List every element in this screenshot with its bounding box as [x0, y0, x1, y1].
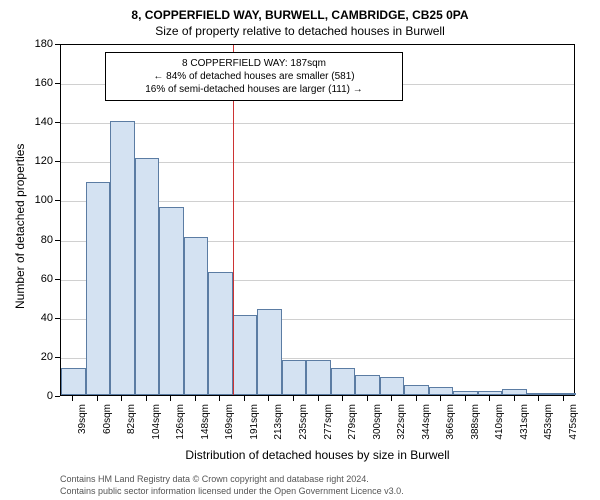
histogram-bar	[306, 360, 331, 395]
y-tick-mark	[55, 161, 60, 162]
histogram-bar	[159, 207, 184, 395]
x-tick-label: 148sqm	[200, 404, 211, 454]
y-tick-label: 160	[25, 77, 53, 89]
annotation-line: 16% of semi-detached houses are larger (…	[114, 83, 394, 96]
histogram-bar	[551, 393, 576, 395]
annotation-line: 8 COPPERFIELD WAY: 187sqm	[114, 57, 394, 70]
histogram-bar	[331, 368, 356, 395]
y-tick-mark	[55, 200, 60, 201]
histogram-bar	[233, 315, 258, 395]
y-tick-label: 80	[25, 234, 53, 246]
y-tick-label: 0	[25, 390, 53, 402]
y-tick-label: 120	[25, 155, 53, 167]
histogram-bar	[380, 377, 405, 395]
x-tick-mark	[465, 396, 466, 401]
chart-container: 8, COPPERFIELD WAY, BURWELL, CAMBRIDGE, …	[0, 0, 600, 500]
y-tick-label: 20	[25, 351, 53, 363]
x-tick-mark	[416, 396, 417, 401]
chart-title-sub: Size of property relative to detached ho…	[0, 22, 600, 38]
y-tick-mark	[55, 357, 60, 358]
y-tick-mark	[55, 240, 60, 241]
x-tick-label: 453sqm	[543, 404, 554, 454]
x-tick-label: 366sqm	[445, 404, 456, 454]
histogram-bar	[478, 391, 503, 395]
footer-line-2: Contains public sector information licen…	[60, 486, 404, 496]
histogram-bar	[453, 391, 478, 395]
y-tick-mark	[55, 122, 60, 123]
y-tick-mark	[55, 396, 60, 397]
y-tick-label: 40	[25, 312, 53, 324]
x-tick-label: 39sqm	[77, 404, 88, 454]
y-tick-label: 180	[25, 38, 53, 50]
histogram-bar	[61, 368, 86, 395]
x-tick-label: 475sqm	[568, 404, 579, 454]
histogram-bar	[208, 272, 233, 395]
histogram-bar	[355, 375, 380, 395]
histogram-bar	[135, 158, 160, 395]
y-tick-label: 60	[25, 273, 53, 285]
x-tick-mark	[342, 396, 343, 401]
y-tick-mark	[55, 279, 60, 280]
x-tick-mark	[318, 396, 319, 401]
x-tick-label: 169sqm	[224, 404, 235, 454]
x-tick-mark	[219, 396, 220, 401]
x-tick-label: 277sqm	[323, 404, 334, 454]
x-tick-mark	[538, 396, 539, 401]
x-tick-mark	[170, 396, 171, 401]
x-tick-mark	[121, 396, 122, 401]
histogram-bar	[502, 389, 527, 395]
annotation-box: 8 COPPERFIELD WAY: 187sqm← 84% of detach…	[105, 52, 403, 101]
annotation-line: ← 84% of detached houses are smaller (58…	[114, 70, 394, 83]
gridline	[61, 123, 574, 124]
x-tick-label: 235sqm	[298, 404, 309, 454]
y-tick-mark	[55, 318, 60, 319]
x-tick-label: 388sqm	[470, 404, 481, 454]
x-tick-mark	[146, 396, 147, 401]
y-tick-label: 100	[25, 194, 53, 206]
x-tick-mark	[293, 396, 294, 401]
x-tick-label: 279sqm	[347, 404, 358, 454]
x-tick-mark	[563, 396, 564, 401]
chart-title-main: 8, COPPERFIELD WAY, BURWELL, CAMBRIDGE, …	[0, 0, 600, 22]
x-tick-mark	[244, 396, 245, 401]
x-tick-label: 300sqm	[372, 404, 383, 454]
histogram-bar	[429, 387, 454, 395]
x-tick-mark	[72, 396, 73, 401]
x-tick-label: 191sqm	[249, 404, 260, 454]
x-tick-mark	[268, 396, 269, 401]
x-tick-label: 60sqm	[102, 404, 113, 454]
x-tick-mark	[367, 396, 368, 401]
histogram-bar	[404, 385, 429, 395]
x-tick-mark	[97, 396, 98, 401]
x-tick-label: 410sqm	[494, 404, 505, 454]
x-tick-mark	[195, 396, 196, 401]
x-tick-mark	[489, 396, 490, 401]
histogram-bar	[184, 237, 209, 395]
histogram-bar	[110, 121, 135, 395]
histogram-bar	[282, 360, 307, 395]
y-tick-mark	[55, 83, 60, 84]
histogram-bar	[527, 393, 552, 395]
x-tick-mark	[440, 396, 441, 401]
histogram-bar	[257, 309, 282, 395]
x-tick-label: 104sqm	[151, 404, 162, 454]
y-tick-label: 140	[25, 116, 53, 128]
y-tick-mark	[55, 44, 60, 45]
x-tick-label: 213sqm	[273, 404, 284, 454]
histogram-bar	[86, 182, 111, 395]
footer-line-1: Contains HM Land Registry data © Crown c…	[60, 474, 369, 484]
x-tick-label: 322sqm	[396, 404, 407, 454]
x-tick-mark	[391, 396, 392, 401]
x-tick-mark	[514, 396, 515, 401]
x-tick-label: 82sqm	[126, 404, 137, 454]
x-tick-label: 126sqm	[175, 404, 186, 454]
x-tick-label: 344sqm	[421, 404, 432, 454]
x-tick-label: 431sqm	[519, 404, 530, 454]
